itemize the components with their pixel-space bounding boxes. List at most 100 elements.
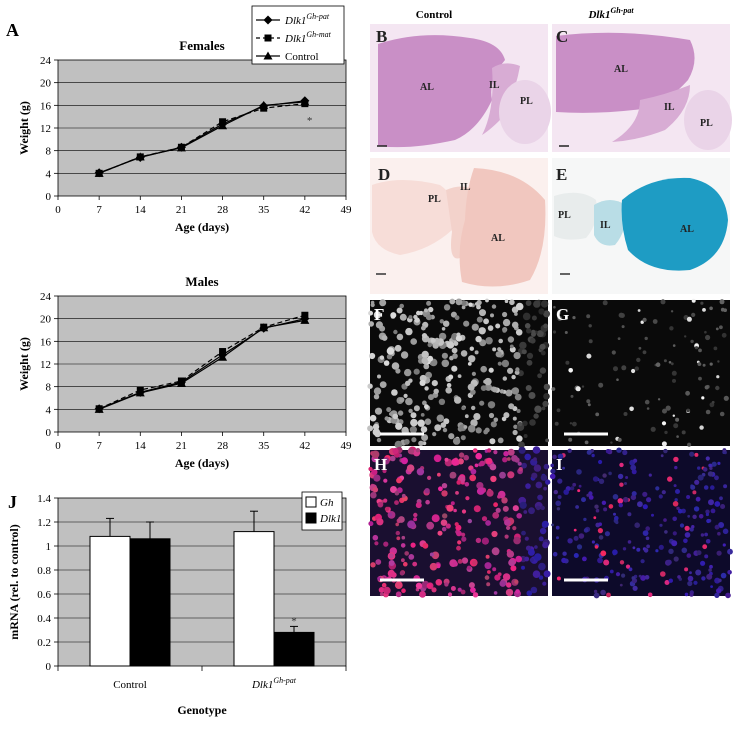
cell xyxy=(624,482,627,485)
cell xyxy=(422,400,427,406)
cell xyxy=(632,585,638,591)
cell xyxy=(493,591,498,595)
cell xyxy=(722,528,729,535)
cell xyxy=(646,497,652,503)
legend-marker-1 xyxy=(264,34,272,42)
cell xyxy=(619,482,624,487)
cell xyxy=(686,495,691,499)
cell xyxy=(453,341,459,346)
x-axis-title: Age (days) xyxy=(175,456,229,470)
cell xyxy=(687,514,691,518)
cell xyxy=(513,352,521,360)
cell xyxy=(444,457,449,462)
cell xyxy=(663,518,667,522)
cell xyxy=(699,425,704,430)
cell xyxy=(518,446,526,454)
cell xyxy=(491,304,497,309)
cell xyxy=(638,346,642,350)
cell xyxy=(401,558,405,563)
cell xyxy=(515,367,520,372)
x-axis-title: Genotype xyxy=(177,703,227,717)
cell xyxy=(670,362,674,366)
cell xyxy=(514,393,522,401)
y-tick-label-4: 0.8 xyxy=(37,565,51,577)
cell xyxy=(485,457,493,465)
cell xyxy=(692,490,697,495)
significance-star-0: * xyxy=(291,615,297,627)
cell xyxy=(386,354,393,360)
cell xyxy=(454,396,462,404)
data-point-s2-2 xyxy=(176,143,186,152)
cell xyxy=(392,447,399,455)
cell xyxy=(677,575,681,579)
y-tick-label-1: 4 xyxy=(46,404,52,416)
cell xyxy=(707,471,714,477)
cell xyxy=(441,327,446,331)
cell xyxy=(399,570,405,576)
cell xyxy=(672,378,676,383)
cell xyxy=(450,501,455,506)
micrograph-e-letter: E xyxy=(556,165,567,184)
cell xyxy=(676,435,679,438)
cell xyxy=(476,316,483,323)
cell xyxy=(543,463,550,470)
cell xyxy=(636,547,641,552)
cell xyxy=(472,560,478,566)
cell xyxy=(586,314,591,319)
cell xyxy=(412,561,418,567)
cell xyxy=(588,495,594,500)
cell xyxy=(550,463,554,468)
cell xyxy=(700,533,705,537)
cell xyxy=(376,437,382,443)
cell xyxy=(618,503,623,508)
cell xyxy=(541,406,546,411)
cell xyxy=(400,351,409,359)
data-point-s2-4 xyxy=(259,100,269,109)
significance-star-0: * xyxy=(307,115,313,127)
cell xyxy=(629,406,634,412)
header-mutant-sup: Gh-pat xyxy=(610,6,634,15)
cell xyxy=(401,535,406,540)
data-point-s2-3 xyxy=(218,352,228,361)
cell xyxy=(372,428,380,436)
cell xyxy=(709,564,713,569)
cell xyxy=(382,457,390,465)
cell xyxy=(535,505,541,511)
cell xyxy=(691,525,695,529)
cell xyxy=(438,332,447,341)
cell xyxy=(525,300,532,306)
cell xyxy=(461,305,466,310)
cell xyxy=(490,475,497,483)
cell xyxy=(660,454,664,458)
cell xyxy=(691,298,696,303)
cell xyxy=(399,313,407,321)
cell xyxy=(679,523,685,528)
cell xyxy=(390,572,397,578)
cell xyxy=(465,496,470,501)
cell xyxy=(413,517,418,522)
cell xyxy=(675,489,680,494)
cell xyxy=(676,506,680,510)
cell xyxy=(562,466,565,470)
cell xyxy=(625,564,631,569)
cell xyxy=(642,317,647,322)
cell xyxy=(456,530,462,537)
cell xyxy=(410,338,418,345)
cell xyxy=(405,380,411,386)
cell xyxy=(448,374,454,380)
cell xyxy=(531,472,538,479)
micrograph-d-label-al: AL xyxy=(491,233,505,244)
cell xyxy=(371,450,380,459)
cell xyxy=(502,457,508,463)
cell xyxy=(501,497,508,504)
cell xyxy=(582,556,587,562)
cell xyxy=(377,374,381,379)
cell xyxy=(391,389,398,396)
cell xyxy=(434,424,442,432)
cell xyxy=(511,374,516,380)
cell xyxy=(572,316,576,320)
cell xyxy=(392,413,399,420)
cell xyxy=(383,360,390,366)
cell xyxy=(577,489,581,493)
cell xyxy=(499,580,507,587)
